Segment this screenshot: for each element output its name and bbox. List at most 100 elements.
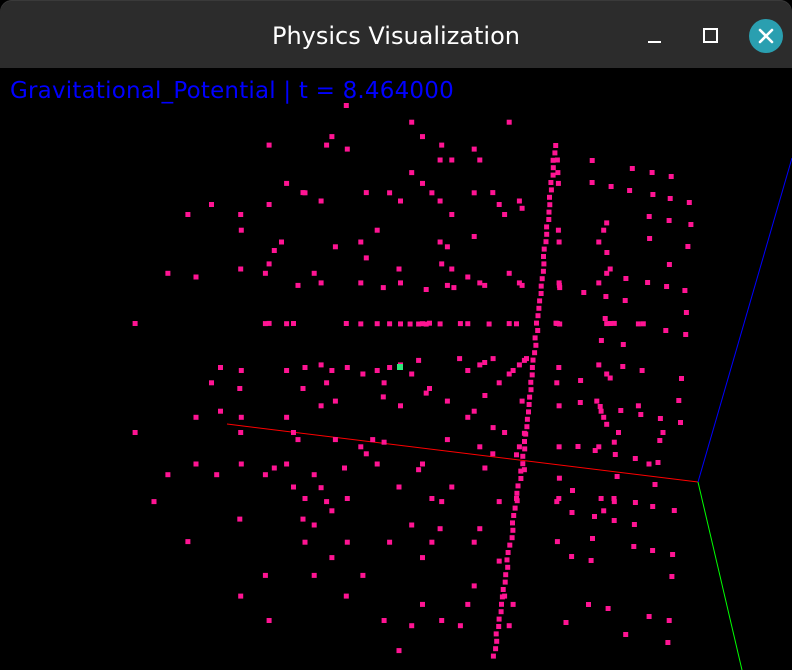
particle	[449, 266, 455, 272]
particle	[526, 409, 531, 415]
particle	[602, 316, 608, 321]
particle	[262, 270, 268, 276]
particle	[493, 646, 499, 652]
particle	[439, 618, 445, 623]
particle	[318, 280, 324, 286]
particle	[262, 321, 268, 327]
particle	[387, 321, 393, 327]
particle	[550, 157, 556, 163]
particle	[652, 482, 658, 487]
particle	[509, 535, 515, 541]
particle	[420, 461, 425, 467]
particle	[457, 321, 463, 327]
particle	[471, 146, 477, 152]
particle	[449, 157, 455, 163]
z-axis-line	[697, 157, 792, 483]
particle	[329, 555, 335, 561]
particle	[506, 371, 512, 377]
particle	[669, 574, 675, 579]
particle	[209, 202, 214, 207]
particle	[645, 280, 651, 285]
particle	[676, 398, 682, 403]
particle	[589, 180, 595, 185]
particle-cloud	[132, 103, 694, 659]
maximize-button[interactable]	[692, 18, 728, 54]
particle	[505, 564, 511, 570]
particle	[605, 606, 611, 611]
particle	[646, 614, 652, 619]
title-bar[interactable]: Physics Visualization	[0, 0, 792, 68]
particle	[538, 291, 544, 296]
particle	[671, 508, 677, 513]
particle	[318, 362, 324, 368]
particle	[682, 288, 688, 293]
particle	[646, 461, 652, 467]
particle	[324, 499, 330, 505]
particle	[554, 499, 560, 505]
particle	[569, 554, 575, 559]
particle	[342, 465, 347, 471]
particle	[623, 632, 629, 637]
particle	[358, 444, 364, 450]
particle	[457, 623, 463, 629]
particle	[490, 451, 496, 457]
particle	[471, 539, 477, 545]
particle	[329, 368, 335, 373]
particle	[530, 357, 536, 363]
particle	[581, 290, 587, 295]
close-button[interactable]	[748, 18, 784, 54]
particle	[132, 321, 138, 326]
particle	[678, 420, 683, 425]
particle	[449, 484, 455, 490]
particle	[165, 472, 171, 478]
particle	[444, 244, 450, 250]
particle	[471, 408, 477, 414]
particle	[496, 380, 502, 386]
particle	[604, 321, 610, 327]
particle	[284, 368, 290, 373]
particle	[514, 490, 520, 496]
particle	[416, 357, 422, 363]
particle	[577, 400, 583, 405]
particle	[541, 261, 547, 267]
particle	[344, 496, 350, 501]
particle	[550, 165, 556, 171]
render-viewport[interactable]: Gravitational_Potential | t = 8.464000	[0, 68, 792, 670]
particle	[596, 280, 602, 286]
particle	[291, 484, 296, 490]
particle	[238, 430, 244, 435]
particle	[616, 430, 621, 435]
particle	[482, 465, 488, 471]
particle	[471, 190, 477, 196]
particle	[663, 328, 669, 333]
particle	[262, 472, 268, 478]
particle	[370, 437, 376, 443]
particle	[665, 640, 671, 645]
particle	[151, 499, 157, 505]
close-icon	[749, 19, 783, 53]
minimize-button[interactable]	[637, 18, 673, 54]
particle	[623, 276, 629, 281]
particle	[295, 437, 301, 443]
particle	[465, 414, 471, 420]
particle	[598, 338, 604, 343]
particle	[407, 321, 413, 327]
particle	[596, 362, 602, 368]
particle	[502, 430, 508, 435]
particle	[284, 321, 290, 327]
particle	[519, 398, 525, 404]
particle	[420, 601, 425, 607]
particle	[482, 393, 488, 398]
particle	[482, 282, 488, 288]
particle	[343, 593, 349, 599]
particle	[529, 372, 535, 378]
particle	[618, 408, 624, 413]
particle	[666, 262, 672, 267]
particle	[555, 227, 561, 233]
particle	[570, 488, 575, 493]
particle	[547, 202, 553, 208]
particle	[507, 542, 513, 548]
particle	[514, 498, 520, 504]
particle	[420, 555, 425, 561]
